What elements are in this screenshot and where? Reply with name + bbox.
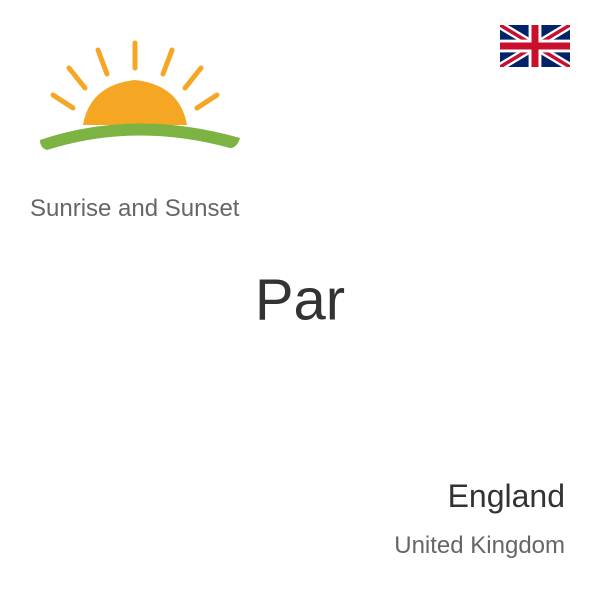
- page-title: Par: [255, 267, 345, 334]
- uk-flag-icon: [500, 25, 570, 67]
- sunrise-logo-icon: [25, 30, 255, 170]
- sunrise-logo: [25, 30, 255, 170]
- country-label: United Kingdom: [394, 532, 565, 560]
- country-flag: [500, 25, 570, 67]
- tagline-text: Sunrise and Sunset: [30, 195, 239, 223]
- region-label: England: [448, 478, 565, 515]
